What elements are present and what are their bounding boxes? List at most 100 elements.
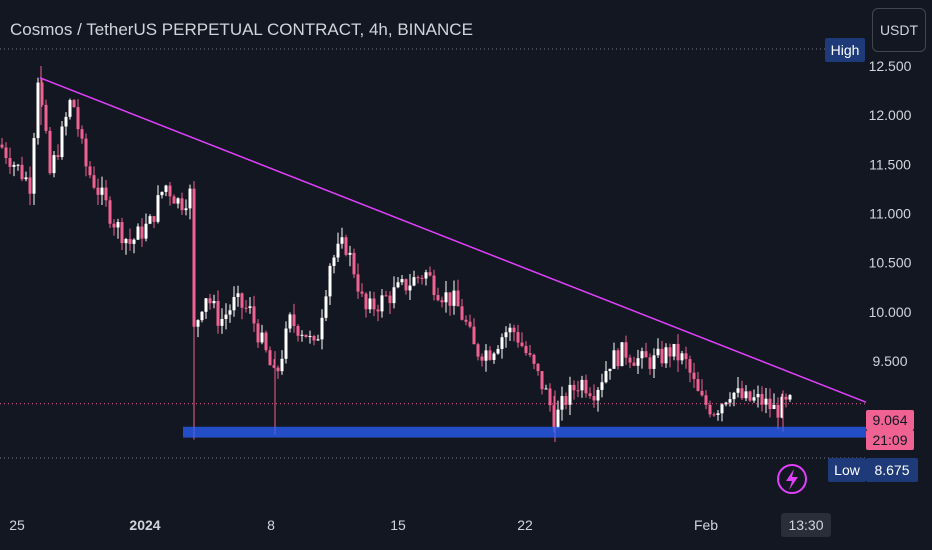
lightning-icon-ring <box>777 464 807 494</box>
candle-body <box>640 351 644 359</box>
candle <box>568 376 572 416</box>
candle-body <box>756 393 760 398</box>
candle <box>444 280 448 313</box>
candle-body <box>668 347 672 357</box>
candle-body <box>16 164 20 166</box>
candle <box>320 309 324 350</box>
candle <box>652 348 656 378</box>
candle <box>764 388 768 414</box>
candle <box>368 291 372 314</box>
candle-body <box>696 379 700 391</box>
candle <box>72 98 76 108</box>
candle-body <box>248 306 252 308</box>
candle <box>128 228 132 251</box>
candle <box>152 215 156 229</box>
candle-body <box>708 404 712 415</box>
candle <box>620 342 624 367</box>
candle <box>136 223 140 240</box>
candle <box>508 323 512 342</box>
candle <box>316 334 320 341</box>
candle-body <box>612 350 616 369</box>
candle-body <box>576 390 580 392</box>
candle <box>576 380 580 398</box>
y-axis: 12.500 12.000 11.500 11.000 10.500 10.000 9.50… <box>869 58 912 369</box>
candle-body <box>212 301 216 304</box>
candle-body <box>92 175 96 188</box>
candle <box>756 385 760 408</box>
candle-body <box>288 314 292 329</box>
candle-body <box>732 392 736 400</box>
high-label-text: High <box>831 42 860 58</box>
candle <box>636 349 640 374</box>
candle <box>452 280 456 315</box>
candle-body <box>548 388 552 406</box>
candle <box>156 185 160 224</box>
candle <box>312 334 316 346</box>
candle-body <box>204 298 208 312</box>
candlestick-series <box>0 66 792 442</box>
candle <box>28 166 32 206</box>
candle-body <box>780 396 784 418</box>
candle <box>16 163 20 171</box>
candle-body <box>740 388 744 399</box>
candle-body <box>304 334 308 338</box>
candle <box>748 390 752 403</box>
candle <box>216 290 220 334</box>
candle-body <box>464 319 468 322</box>
candle <box>724 401 728 407</box>
candle-body <box>588 393 592 396</box>
candle-body <box>0 144 4 148</box>
candle-body <box>60 126 64 158</box>
candle <box>616 348 620 370</box>
candle <box>336 232 340 263</box>
price-badges: High Low 8.675 9.064 21:09 <box>777 38 918 494</box>
candle <box>44 99 48 134</box>
candle <box>104 180 108 207</box>
candle-body <box>372 298 376 310</box>
candle <box>32 132 36 205</box>
candle-body <box>676 343 680 361</box>
candle <box>704 390 708 410</box>
countdown-badge-text: 21:09 <box>872 432 907 448</box>
candle <box>380 289 384 318</box>
candle <box>488 346 492 361</box>
lightning-icon-bolt <box>786 469 798 490</box>
candle-body <box>72 100 76 108</box>
candle <box>468 314 472 329</box>
candle-body <box>312 336 316 341</box>
candle <box>208 293 212 310</box>
candle <box>532 353 536 370</box>
candle <box>520 332 524 348</box>
candle <box>340 227 344 249</box>
candle <box>84 133 88 177</box>
candle-body <box>628 357 632 363</box>
candle <box>248 297 252 314</box>
candle-body <box>536 363 540 372</box>
candle <box>772 393 776 410</box>
candle <box>324 290 328 322</box>
candle <box>428 266 432 277</box>
candle <box>584 374 588 398</box>
candle <box>528 344 532 358</box>
candle <box>112 219 116 236</box>
candle <box>160 191 164 199</box>
candle <box>224 303 228 330</box>
candle <box>624 335 628 365</box>
candle-body <box>572 384 576 391</box>
candle <box>572 380 576 400</box>
candle-body <box>308 336 312 338</box>
candle <box>688 355 692 383</box>
candle <box>24 171 28 182</box>
candle-body <box>600 382 604 390</box>
candle <box>440 296 444 308</box>
candle-body <box>80 129 84 139</box>
candle-body <box>636 358 640 366</box>
candle-body <box>444 292 448 303</box>
candle <box>504 326 508 348</box>
high-label: High <box>825 38 865 62</box>
candle <box>8 147 12 174</box>
candle <box>140 218 144 247</box>
currency-button[interactable]: USDT <box>872 8 926 52</box>
candle <box>228 304 232 323</box>
